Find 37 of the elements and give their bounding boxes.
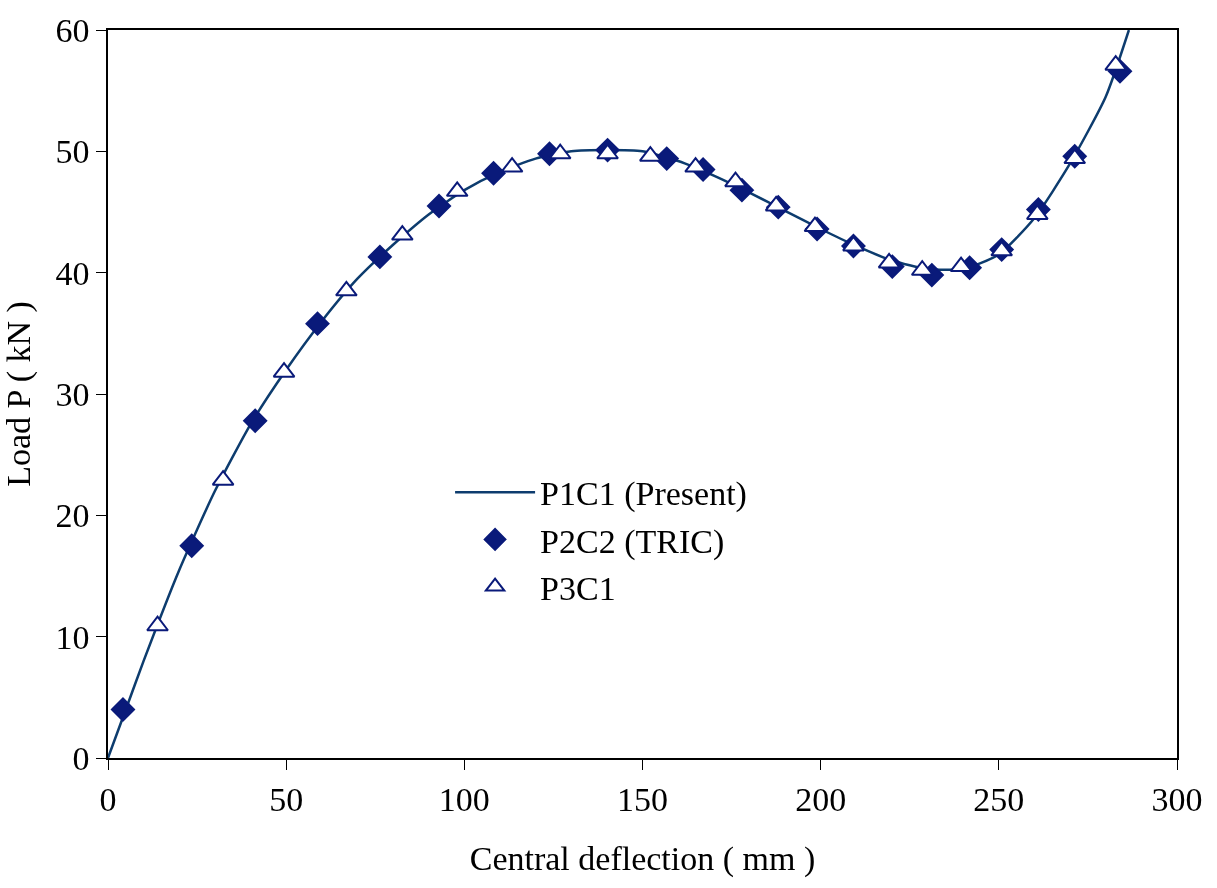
point [596, 143, 619, 160]
line-series [108, 30, 1131, 758]
x-tick-label: 50 [269, 780, 304, 818]
y-tick-label: 20 [55, 497, 90, 535]
point [146, 615, 169, 632]
x-tick-label: 300 [1151, 780, 1203, 818]
point [481, 161, 506, 186]
y-tick-label: 60 [55, 11, 90, 49]
point [335, 280, 358, 297]
point [842, 235, 865, 252]
point [548, 143, 572, 160]
y-tick-label: 10 [55, 618, 90, 656]
y-tick-label: 0 [72, 739, 90, 777]
x-tick-label: 150 [617, 780, 668, 818]
point [764, 195, 788, 212]
point [305, 311, 330, 336]
y-tick-label: 50 [55, 133, 90, 171]
point [990, 240, 1014, 257]
legend-label: P1C1 (Present) [540, 475, 747, 514]
point [877, 252, 901, 269]
y-axis-title: Load P ( kN ) [0, 301, 38, 487]
x-tick-label: 200 [795, 780, 847, 818]
y-tick-label: 30 [55, 375, 90, 413]
legend-label: P3C1 [540, 569, 616, 607]
point [110, 697, 136, 722]
point [179, 533, 204, 558]
x-tick-label: 0 [99, 780, 117, 818]
point [724, 171, 747, 188]
point [367, 244, 392, 269]
y-tick-label: 40 [55, 254, 90, 292]
x-tick-label: 250 [973, 780, 1025, 818]
point [426, 193, 452, 218]
point [949, 256, 973, 273]
legend-label: P2C2 (TRIC) [540, 522, 725, 561]
x-tick-label: 100 [438, 780, 490, 818]
x-axis-title: Central deflection ( mm ) [469, 840, 816, 879]
point [243, 408, 268, 433]
